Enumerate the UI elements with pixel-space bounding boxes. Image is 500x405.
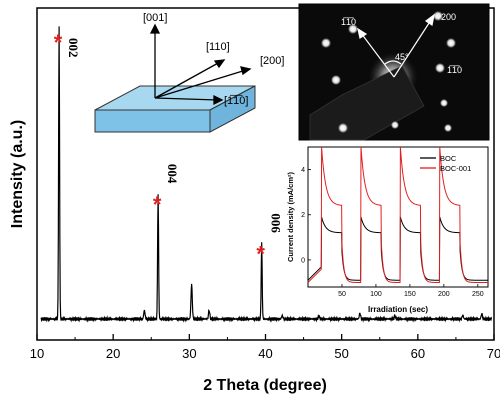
x-tick-label: 40 [258,346,272,361]
x-tick-label: 10 [30,346,44,361]
diffraction-spot [338,123,348,133]
label-110: [110] [206,41,230,53]
arrow-1-10 [154,97,219,101]
inset-y-axis-title: Current density (mA/cm²) [286,171,295,262]
slab-side-face [209,85,256,133]
angle-arc [384,60,402,65]
diffraction-spot [391,121,399,129]
arrowhead-110 [213,59,226,69]
saed-pattern-inset: 1̅1̅0 200 45° 1̅1̅0 [298,3,490,141]
arrow-200 [154,69,247,99]
label-1-10: [1̅1̅0] [224,95,248,107]
saed-label-angle: 45° [395,52,409,62]
diffraction-spot [433,11,443,21]
arrowhead-saed-200 [424,13,435,26]
diffraction-spot [331,75,341,85]
x-tick-label: 60 [411,346,425,361]
arrow-saed-1-10 [360,32,395,78]
main-x-axis-ticks [36,334,495,340]
direction-arrows [149,23,252,106]
x-tick-label: 20 [106,346,120,361]
arrow-saed-200 [393,19,432,78]
diffraction-spot [446,38,456,48]
arrowhead-saed-1-10 [357,27,368,39]
inset-tick-labels: 50 100 150 200 250 0 2 4 [301,167,484,298]
inset-x-tick-label: 100 [370,291,382,298]
diffraction-spot [435,63,445,73]
saed-label-1-10-right: 1̅1̅0 [447,65,462,75]
peak-asterisk: * [54,30,63,55]
saed-arrows [357,13,435,78]
inset-x-tick-label: 150 [404,291,416,298]
inset-ticks [308,169,479,287]
arrow-110 [154,61,221,99]
inset-y-tick-label: 4 [301,167,305,174]
x-tick-label: 30 [182,346,196,361]
main-y-axis-title: Intensity (a.u.) [9,120,26,228]
peak-hkl-label: 006 [269,213,284,233]
inset-series-line [307,216,488,281]
inset-y-tick-label: 2 [301,212,305,219]
inset-y-tick-label: 0 [301,257,305,264]
x-tick-label: 70 [487,346,500,361]
main-x-axis-tick-labels: 10 20 30 40 50 60 70 [30,346,500,361]
inset-series-lines [307,146,488,283]
saed-label-1-10: 1̅1̅0 [341,17,356,27]
arrowhead-200 [240,66,252,76]
arrowhead-001 [149,23,161,34]
inset-series-line [307,146,488,283]
x-tick-label: 50 [334,346,348,361]
legend-label: BOC [440,154,457,163]
label-200: [200] [260,55,284,67]
photocurrent-inset: 50 100 150 200 250 0 2 4 Irradiation (sec) Curr… [286,146,489,314]
xrd-pattern-line [40,26,493,323]
peak-asterisk: * [256,241,265,266]
diffraction-spots [321,11,456,133]
inset-x-axis-title: Irradiation (sec) [368,305,428,314]
peak-hkl-label: 004 [165,164,180,184]
inset-x-tick-label: 200 [438,291,450,298]
diffraction-spot [321,38,331,48]
slab-front-face [94,109,211,133]
arrowhead-1-10 [213,94,224,106]
inset-x-tick-label: 250 [472,291,484,298]
label-001: [001] [143,12,167,24]
main-x-axis-title: 2 Theta (degree) [203,377,327,394]
diffraction-spot [440,99,448,107]
legend-label: BOC-001 [440,164,471,173]
inset-plot-frame [307,146,489,288]
peak-asterisk: * [153,192,162,217]
diffraction-spot [348,24,358,34]
diffraction-spot [444,124,452,132]
saed-label-200: 200 [441,12,456,22]
crystal-schematic: [001] [110] [200] [1̅1̅0] [94,12,284,133]
peak-annotations: * 002*004*006 [54,30,284,266]
inset-x-tick-label: 50 [338,291,346,298]
peak-hkl-label: 002 [66,38,81,58]
